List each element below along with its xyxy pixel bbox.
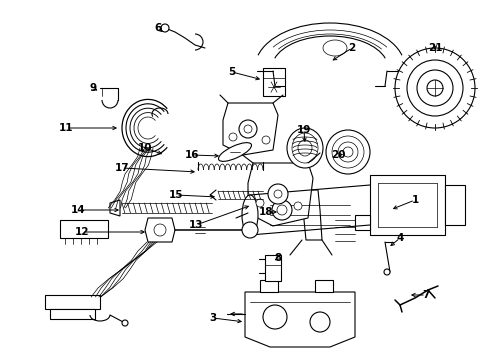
Circle shape <box>122 320 128 326</box>
Bar <box>45 295 100 309</box>
Bar <box>60 220 108 238</box>
Text: 18: 18 <box>258 207 273 217</box>
Circle shape <box>239 120 257 138</box>
Bar <box>264 255 281 281</box>
Text: 1: 1 <box>410 195 418 205</box>
Text: 13: 13 <box>188 220 203 230</box>
Circle shape <box>331 136 363 168</box>
Ellipse shape <box>323 40 346 56</box>
Ellipse shape <box>242 222 258 238</box>
Circle shape <box>273 190 282 198</box>
Circle shape <box>154 224 165 236</box>
Ellipse shape <box>297 140 311 156</box>
Text: 11: 11 <box>59 123 73 133</box>
Circle shape <box>161 24 169 32</box>
Circle shape <box>256 199 264 207</box>
Circle shape <box>276 205 286 215</box>
Circle shape <box>309 312 329 332</box>
Ellipse shape <box>242 195 258 235</box>
Text: 4: 4 <box>395 233 403 243</box>
Bar <box>260 280 278 292</box>
Text: 5: 5 <box>228 67 235 77</box>
Circle shape <box>383 269 389 275</box>
Text: 12: 12 <box>75 227 89 237</box>
Text: 16: 16 <box>184 150 199 160</box>
Text: 14: 14 <box>71 205 85 215</box>
Circle shape <box>325 130 369 174</box>
Text: 17: 17 <box>115 163 129 173</box>
Text: 3: 3 <box>209 313 216 323</box>
Circle shape <box>337 142 357 162</box>
Text: 2: 2 <box>347 43 355 53</box>
Circle shape <box>416 70 452 106</box>
Circle shape <box>342 147 352 157</box>
Text: 8: 8 <box>274 253 281 263</box>
Text: 21: 21 <box>427 43 441 53</box>
Circle shape <box>426 80 442 96</box>
Bar <box>314 280 332 292</box>
Bar <box>369 175 444 235</box>
Polygon shape <box>145 218 175 242</box>
Ellipse shape <box>291 133 317 163</box>
Bar <box>263 68 285 96</box>
Circle shape <box>394 48 474 128</box>
Circle shape <box>228 133 237 141</box>
Text: 15: 15 <box>168 190 183 200</box>
Polygon shape <box>302 190 321 240</box>
Polygon shape <box>247 163 312 226</box>
Bar <box>354 215 369 230</box>
Text: 6: 6 <box>154 23 162 33</box>
Text: 19: 19 <box>296 125 310 135</box>
Circle shape <box>262 136 269 144</box>
Polygon shape <box>244 292 354 347</box>
Circle shape <box>244 125 251 133</box>
Ellipse shape <box>218 143 251 161</box>
Circle shape <box>406 60 462 116</box>
Text: 20: 20 <box>330 150 345 160</box>
Circle shape <box>271 200 291 220</box>
Circle shape <box>267 184 287 204</box>
Circle shape <box>293 202 302 210</box>
Bar <box>444 185 464 225</box>
Bar <box>50 309 95 319</box>
Text: 7: 7 <box>422 290 429 300</box>
Text: 9: 9 <box>89 83 96 93</box>
Circle shape <box>263 305 286 329</box>
Polygon shape <box>223 103 278 155</box>
Ellipse shape <box>286 128 323 168</box>
Polygon shape <box>110 200 120 216</box>
Text: 10: 10 <box>138 143 152 153</box>
